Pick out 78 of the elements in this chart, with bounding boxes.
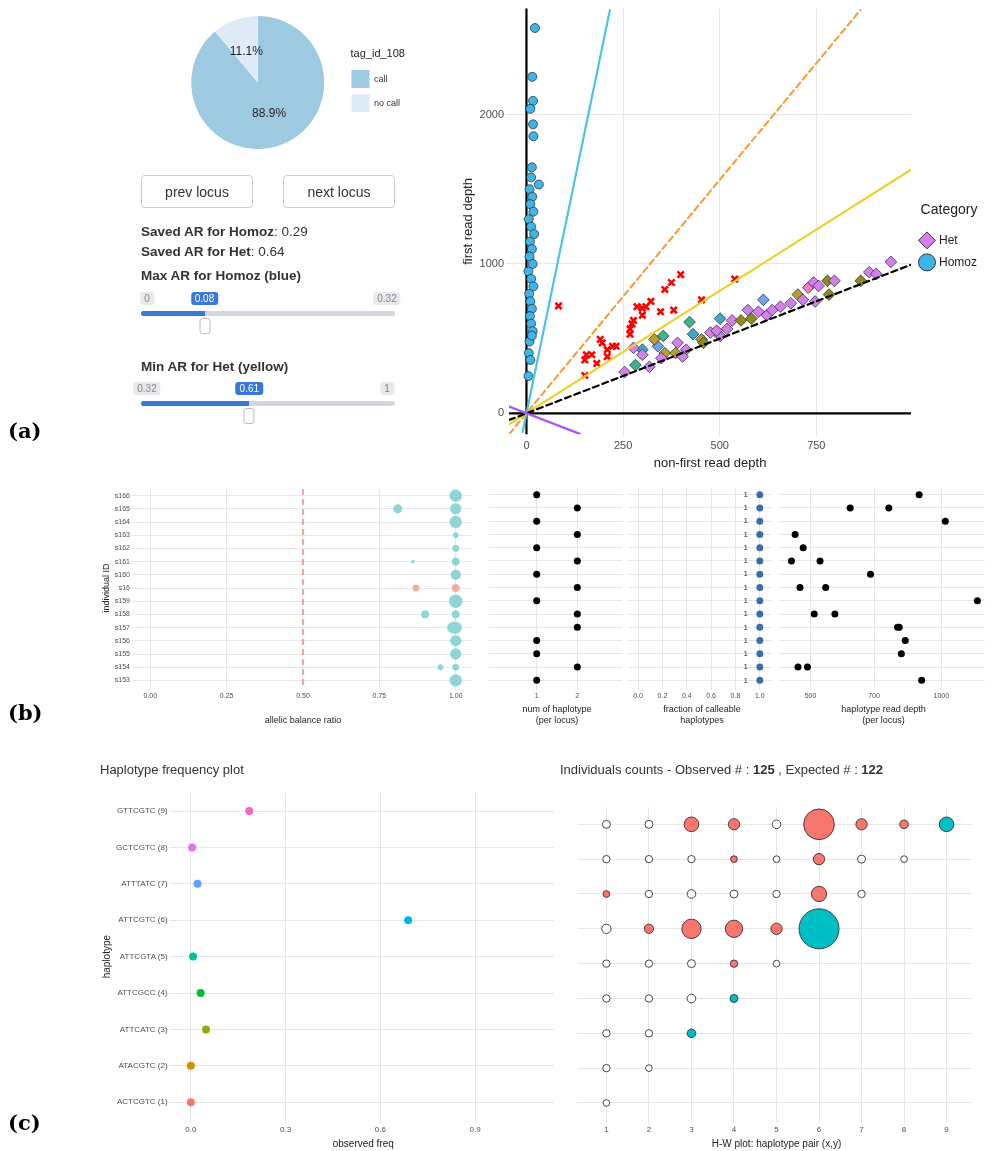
data-label: 1 xyxy=(743,649,749,659)
x-tick-label: 8 xyxy=(901,1125,907,1135)
y-tick-label: ATTCGTC (6) xyxy=(118,915,168,925)
text: 0.32 xyxy=(373,292,401,305)
x-axis-title: num of haplotype (per locus) xyxy=(522,704,592,726)
text: 0.08 xyxy=(190,292,219,305)
x-axis-title: allelic balance ratio xyxy=(264,715,342,726)
y-tick-label: GCTCGTC (8) xyxy=(115,842,168,852)
text: 0.61 xyxy=(235,382,264,395)
text: Saved AR for Homoz: 0.29 xyxy=(141,224,308,239)
x-tick-label: 0.0 xyxy=(185,1125,197,1135)
data-label: 1 xyxy=(743,569,749,579)
data-label: 1 xyxy=(743,503,749,513)
text: Saved AR for Het: 0.64 xyxy=(141,244,285,259)
legend-title: tag_id_108 xyxy=(350,47,405,60)
x-tick-label: 0.3 xyxy=(280,1125,292,1135)
data-label: 1 xyxy=(743,609,749,619)
x-tick-label: 7 xyxy=(859,1125,865,1135)
y-tick-label: ATTTATC (7) xyxy=(121,879,168,888)
y-tick-label: GTTCGTC (9) xyxy=(116,806,168,816)
data-label: 1 xyxy=(743,556,749,566)
data-label: 1 xyxy=(743,595,749,605)
x-axis-title: non-first read depth xyxy=(653,454,767,470)
data-label: 1 xyxy=(743,635,749,645)
x-tick-label: 750 xyxy=(807,438,826,451)
text: (c) xyxy=(8,1110,41,1135)
x-tick-label: 0.6 xyxy=(374,1125,387,1135)
text: 1 xyxy=(380,382,394,395)
text: (a) xyxy=(8,418,42,443)
legend-title: Category xyxy=(920,201,978,218)
y-tick-label: ATTCGTA (5) xyxy=(119,951,168,961)
text: 0.32 xyxy=(133,382,161,395)
x-tick-label: 0 xyxy=(523,438,530,451)
data-label: 1 xyxy=(743,622,749,632)
x-tick-label: 250 xyxy=(613,438,633,451)
y-tick-label: ACTCGTC (1) xyxy=(116,1097,168,1107)
x-tick-label: 6 xyxy=(816,1125,822,1135)
data-label: 1 xyxy=(743,582,749,592)
data-label: 1 xyxy=(743,675,749,685)
data-label: 1 xyxy=(743,516,749,526)
data-label: 1 xyxy=(743,529,749,539)
x-tick-label: 3 xyxy=(689,1125,695,1135)
x-axis-title: observed freq xyxy=(332,1137,394,1149)
data-label: 1 xyxy=(743,489,749,499)
x-tick-label: 5 xyxy=(774,1125,780,1135)
legend-label: call xyxy=(373,73,388,84)
x-tick-label: 0.9 xyxy=(469,1125,482,1135)
y-tick-label: 0 xyxy=(497,406,505,419)
data-label: 11.1% xyxy=(229,43,264,58)
data-label: 88.9% xyxy=(252,106,287,121)
y-tick-label: 2000 xyxy=(479,107,505,120)
y-tick-label: ATTCGCC (4) xyxy=(117,988,168,998)
text: (b) xyxy=(8,700,43,725)
legend-label: Homoz xyxy=(938,254,978,269)
y-axis-title: haplotype xyxy=(100,934,112,979)
x-axis-title: haplotype read depth (per locus) xyxy=(841,704,926,726)
x-axis-title: fraction of calleable haplotypes xyxy=(663,704,741,726)
data-label: 1 xyxy=(743,662,749,672)
x-tick-label: 2 xyxy=(646,1125,652,1135)
y-tick-label: ATTCATC (3) xyxy=(119,1024,168,1034)
y-tick-label: 1000 xyxy=(479,256,505,269)
text: Max AR for Homoz (blue) xyxy=(141,268,301,283)
text: prev locus xyxy=(141,175,253,208)
x-tick-label: 500 xyxy=(710,438,729,451)
legend-label: Het xyxy=(938,232,959,247)
x-tick-label: 9 xyxy=(944,1125,950,1135)
y-axis-title: first read depth xyxy=(460,178,476,265)
chart-title: Haplotype frequency plot xyxy=(100,762,244,777)
x-axis-title: H-W plot: haplotype pair (x,y) xyxy=(711,1137,842,1149)
legend-label: no call xyxy=(373,97,400,108)
text: Min AR for Het (yellow) xyxy=(141,359,289,374)
y-axis-title: individual ID xyxy=(100,562,111,613)
chart-title: Individuals counts - Observed # : 125 , Expected # : 122 xyxy=(560,762,884,777)
x-tick-label: 1 xyxy=(604,1125,610,1135)
text: next locus xyxy=(283,175,395,208)
y-tick-label: ATACGTC (2) xyxy=(118,1061,168,1070)
data-label: 1 xyxy=(743,542,749,552)
x-tick-label: 4 xyxy=(731,1125,737,1135)
